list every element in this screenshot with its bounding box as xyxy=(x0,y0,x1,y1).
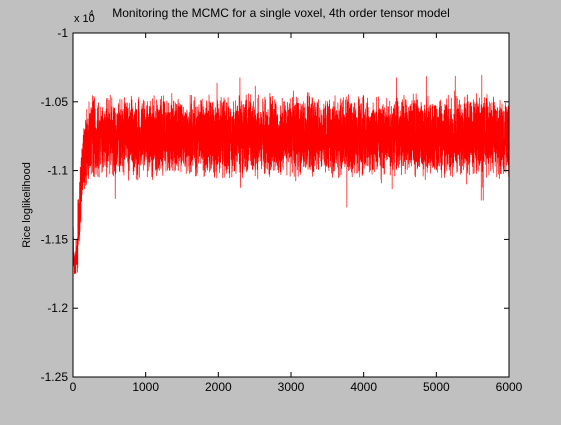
y-tick-label: -1.15 xyxy=(41,232,69,246)
series-layer xyxy=(72,75,510,274)
y-tick-label: -1.2 xyxy=(47,301,68,315)
y-axis-exponent-label: x 10 xyxy=(74,13,95,25)
y-axis-label: Rice loglikelihood xyxy=(21,162,33,248)
x-tick-label: 3000 xyxy=(278,380,305,394)
x-tick-label: 5000 xyxy=(423,380,450,394)
y-axis-exponent-power: 4 xyxy=(89,9,94,18)
y-tick-label: -1.05 xyxy=(41,95,69,109)
axes: 0 1000 2000 3000 4000 5000 6000 -1 -1.05 -1.1 -1.1… xyxy=(41,26,523,394)
x-tick-label: 2000 xyxy=(205,380,232,394)
chart-title: Monitoring the MCMC for a single voxel, … xyxy=(112,6,449,20)
x-tick-label: 4000 xyxy=(350,380,377,394)
x-tick-label: 0 xyxy=(70,380,77,394)
series-line xyxy=(72,75,510,274)
plot-area xyxy=(73,33,509,377)
y-tick-label: -1.25 xyxy=(41,370,69,384)
x-tick-label: 6000 xyxy=(496,380,523,394)
x-tick-label: 1000 xyxy=(132,380,159,394)
y-tick-label: -1.1 xyxy=(47,164,68,178)
y-tick-label: -1 xyxy=(57,26,68,40)
